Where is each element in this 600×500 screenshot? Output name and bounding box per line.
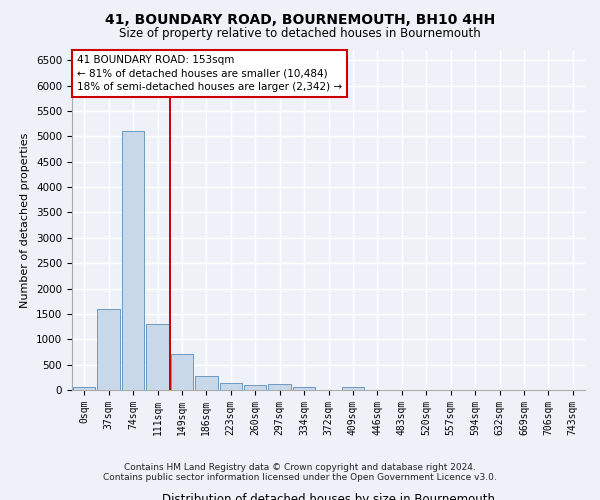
Text: 41, BOUNDARY ROAD, BOURNEMOUTH, BH10 4HH: 41, BOUNDARY ROAD, BOURNEMOUTH, BH10 4HH bbox=[105, 12, 495, 26]
X-axis label: Distribution of detached houses by size in Bournemouth: Distribution of detached houses by size … bbox=[162, 494, 495, 500]
Y-axis label: Number of detached properties: Number of detached properties bbox=[20, 132, 31, 308]
Bar bbox=[293, 388, 316, 390]
Bar bbox=[244, 385, 266, 390]
Bar bbox=[268, 384, 291, 390]
Text: Contains HM Land Registry data © Crown copyright and database right 2024.: Contains HM Land Registry data © Crown c… bbox=[124, 464, 476, 472]
Bar bbox=[195, 376, 218, 390]
Bar bbox=[341, 387, 364, 390]
Text: 41 BOUNDARY ROAD: 153sqm
← 81% of detached houses are smaller (10,484)
18% of se: 41 BOUNDARY ROAD: 153sqm ← 81% of detach… bbox=[77, 55, 342, 92]
Text: Size of property relative to detached houses in Bournemouth: Size of property relative to detached ho… bbox=[119, 28, 481, 40]
Text: Contains public sector information licensed under the Open Government Licence v3: Contains public sector information licen… bbox=[103, 473, 497, 482]
Bar bbox=[170, 354, 193, 390]
Bar bbox=[146, 324, 169, 390]
Bar bbox=[97, 309, 120, 390]
Bar bbox=[122, 131, 145, 390]
Bar bbox=[220, 384, 242, 390]
Bar bbox=[73, 387, 95, 390]
